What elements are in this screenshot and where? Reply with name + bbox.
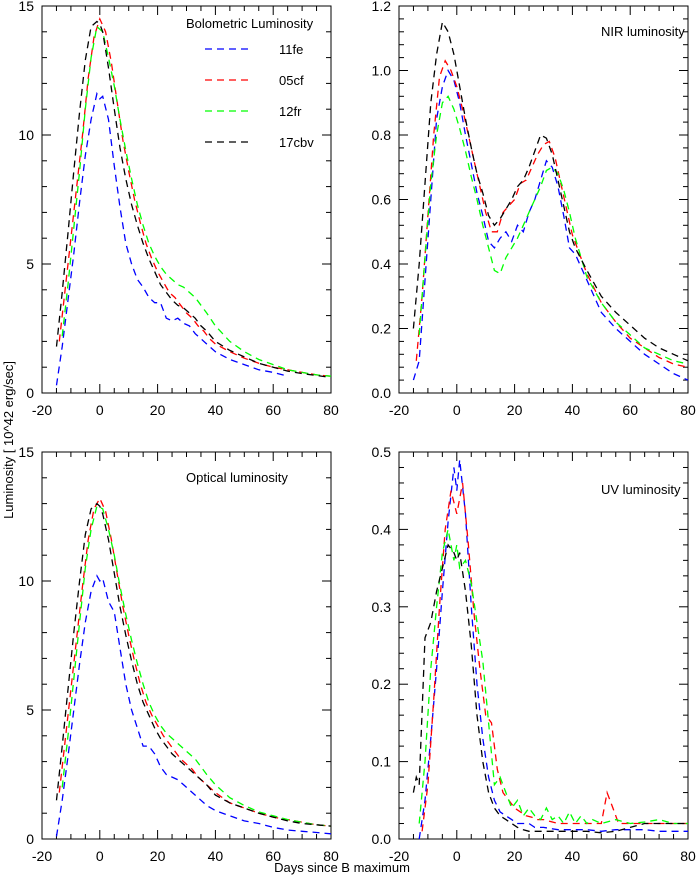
plot-frame xyxy=(41,5,332,394)
x-tick-label: 60 xyxy=(622,848,638,864)
plot-frame xyxy=(41,451,332,840)
x-tick-label: 0 xyxy=(96,848,104,864)
panel-title: Optical luminosity xyxy=(186,470,288,485)
x-tick-label: -20 xyxy=(32,402,52,418)
x-tick-label: 40 xyxy=(208,402,224,418)
series-line-05cf xyxy=(421,482,688,832)
y-tick-label: 10 xyxy=(18,573,34,589)
y-tick-label: 0.0 xyxy=(372,831,392,847)
legend: 11fe 05cf 12fr 17cbv xyxy=(205,42,314,150)
y-tick-label: 0 xyxy=(26,385,34,401)
series-line-17cbv xyxy=(412,20,689,362)
y-tick-label: 1.0 xyxy=(372,63,392,79)
panel-title: NIR luminosity xyxy=(601,24,685,39)
x-tick-label: 0 xyxy=(453,402,461,418)
panel-4: -20 0 20 40 60 80 0.0 0.1 0.2 0.3 0.4 0.5 UV luminos… xyxy=(372,444,696,864)
series-line-12fr xyxy=(61,505,332,827)
y-tick-label: 15 xyxy=(18,0,34,14)
series-line-17cbv xyxy=(412,543,688,834)
series-line-12fr xyxy=(61,25,332,377)
plot-frame xyxy=(398,5,689,394)
x-tick-label: 40 xyxy=(208,848,224,864)
panel-title: Bolometric Luminosity xyxy=(186,16,314,31)
x-tick-label: 0 xyxy=(96,402,104,418)
series-line-11fe xyxy=(55,574,332,837)
legend-label: 12fr xyxy=(279,104,302,119)
x-tick-label: 0 xyxy=(453,848,461,864)
series-line-17cbv xyxy=(55,502,332,827)
legend-label: 05cf xyxy=(279,73,304,88)
y-tick-label: 5 xyxy=(26,256,34,272)
x-tick-label: 40 xyxy=(565,848,581,864)
plot-frame xyxy=(398,451,689,840)
x-tick-label: 80 xyxy=(323,402,339,418)
y-tick-label: 0.4 xyxy=(372,256,392,272)
x-tick-label: -20 xyxy=(389,848,409,864)
x-tick-label: 80 xyxy=(323,848,339,864)
x-tick-label: 20 xyxy=(150,402,166,418)
x-tick-label: -20 xyxy=(389,402,409,418)
x-tick-label: 40 xyxy=(565,402,581,418)
y-tick-label: 0.0 xyxy=(372,385,392,401)
y-tick-label: 0.8 xyxy=(372,127,392,143)
series-line-11fe xyxy=(412,68,689,381)
x-axis-label: Days since B maximum xyxy=(274,860,410,875)
series-line-05cf xyxy=(415,59,689,368)
y-tick-label: 0.6 xyxy=(372,192,392,208)
series-line-17cbv xyxy=(55,20,332,379)
y-tick-label: 0.3 xyxy=(372,599,392,615)
legend-label: 17cbv xyxy=(279,135,314,150)
y-tick-label: 5 xyxy=(26,702,34,718)
x-tick-label: 60 xyxy=(622,402,638,418)
x-tick-label: 80 xyxy=(680,848,696,864)
panel-title: UV luminosity xyxy=(601,482,681,497)
y-tick-label: 1.2 xyxy=(372,0,392,14)
y-tick-label: 0.2 xyxy=(372,676,392,692)
series-line-05cf xyxy=(58,496,332,827)
x-tick-label: 20 xyxy=(507,402,523,418)
series-line-12fr xyxy=(418,529,688,825)
x-tick-label: -20 xyxy=(32,848,52,864)
y-tick-label: 15 xyxy=(18,444,34,460)
y-tick-label: 0.2 xyxy=(372,321,392,337)
y-tick-label: 0 xyxy=(26,831,34,847)
y-tick-label: 10 xyxy=(18,127,34,143)
x-tick-label: 80 xyxy=(680,402,696,418)
series-line-05cf xyxy=(58,17,332,377)
legend-label: 11fe xyxy=(279,42,303,57)
series-line-11fe xyxy=(55,91,288,386)
x-tick-label: 20 xyxy=(507,848,523,864)
series-line-12fr xyxy=(418,95,689,365)
y-axis-label: Luminosity [ 10^42 erg/sec] xyxy=(1,361,16,519)
y-tick-label: 0.1 xyxy=(372,754,392,770)
series-line-11fe xyxy=(418,459,688,840)
panel-2: -20 0 20 40 60 80 0.0 0.2 0.4 0.6 0.8 1.0 1.2 NIR lum… xyxy=(372,0,696,418)
x-tick-label: 60 xyxy=(265,848,281,864)
x-tick-label: 20 xyxy=(150,848,166,864)
x-tick-label: 60 xyxy=(265,402,281,418)
y-tick-label: 0.5 xyxy=(372,444,392,460)
y-tick-label: 0.4 xyxy=(372,521,392,537)
